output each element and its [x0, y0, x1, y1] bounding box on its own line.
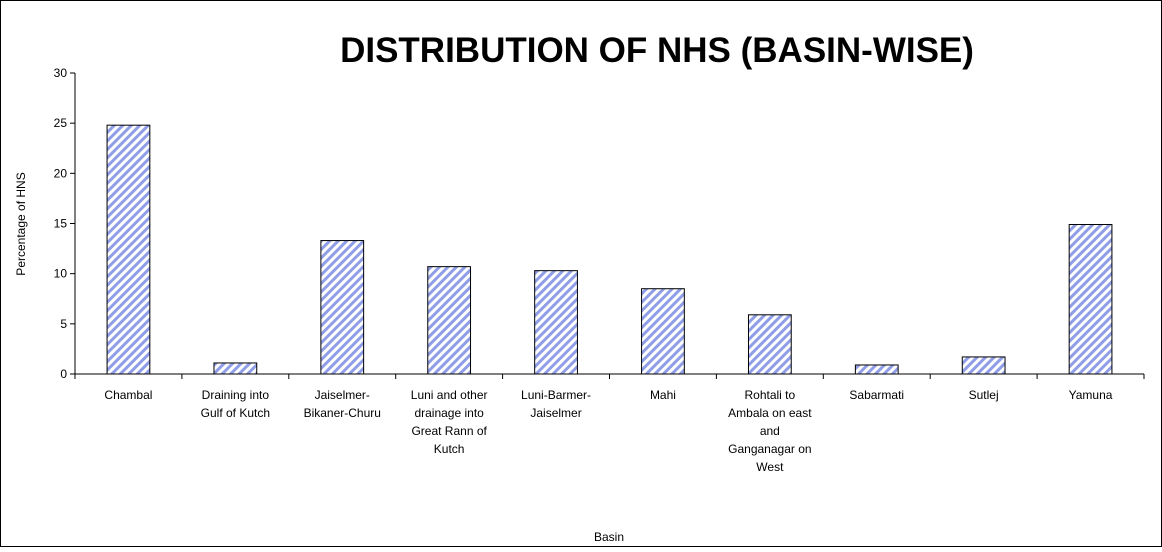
category-label-line: Sabarmati [849, 388, 904, 402]
y-tick-label: 5 [60, 317, 67, 331]
category-label-line: drainage into [414, 406, 484, 420]
category-label-line: Bikaner-Churu [304, 406, 381, 420]
bar [747, 314, 792, 375]
bars [106, 124, 1113, 375]
y-axis-label: Percentage of HNS [14, 172, 28, 275]
bar [106, 124, 151, 375]
bar [854, 364, 899, 375]
category-labels: Chambal Draining into Gulf of Kutch Jaiselm… [104, 388, 1112, 474]
category-label: Luni and other drainage into Great Rann of… [411, 388, 488, 456]
bar [320, 240, 365, 375]
y-tick-label: 30 [54, 66, 68, 80]
category-label: Yamuna [1069, 388, 1113, 402]
x-axis-label: Basin [594, 530, 624, 544]
category-label-line: Kutch [434, 442, 465, 456]
category-label: Sutlej [969, 388, 999, 402]
category-label-line: Mahi [650, 388, 676, 402]
category-label: Mahi [650, 388, 676, 402]
y-tick-label: 20 [54, 166, 68, 180]
y-tick-label: 15 [54, 217, 68, 231]
bar [1068, 224, 1113, 375]
category-label-line: Jaiselmer- [315, 388, 370, 402]
category-label-line: Draining into [202, 388, 270, 402]
category-label-line: Jaiselmer [530, 406, 581, 420]
chart-title: DISTRIBUTION OF NHS (BASIN-WISE) [340, 31, 974, 70]
category-label-line: Luni and other [411, 388, 488, 402]
y-tick-label: 10 [54, 267, 68, 281]
bar [534, 270, 578, 375]
category-label-line: Gulf of Kutch [201, 406, 270, 420]
category-label-line: Great Rann of [411, 424, 487, 438]
bar [961, 356, 1006, 375]
category-label-line: West [756, 460, 784, 474]
category-label: Chambal [104, 388, 152, 402]
category-label-line: Rohtali to [744, 388, 795, 402]
category-label-line: Ganganagar on [728, 442, 811, 456]
category-label-line: Ambala on east [728, 406, 812, 420]
bar [641, 288, 685, 375]
category-label-line: Yamuna [1069, 388, 1113, 402]
category-label: Sabarmati [849, 388, 904, 402]
category-label-line: Luni-Barmer- [521, 388, 591, 402]
category-label: Luni-Barmer- Jaiselmer [521, 388, 591, 420]
category-label: Draining into Gulf of Kutch [201, 388, 270, 420]
category-label: Rohtali to Ambala on east and Ganganagar on… [728, 388, 812, 474]
category-label: Jaiselmer- Bikaner-Churu [304, 388, 381, 420]
y-tick-label: 25 [54, 116, 68, 130]
bar [213, 362, 258, 375]
bar [427, 266, 472, 375]
category-label-line: and [760, 424, 780, 438]
y-tick-label: 0 [60, 367, 67, 381]
y-axis: 0 5 10 15 20 25 30 [54, 66, 76, 381]
category-label-line: Sutlej [969, 388, 999, 402]
category-label-line: Chambal [104, 388, 152, 402]
